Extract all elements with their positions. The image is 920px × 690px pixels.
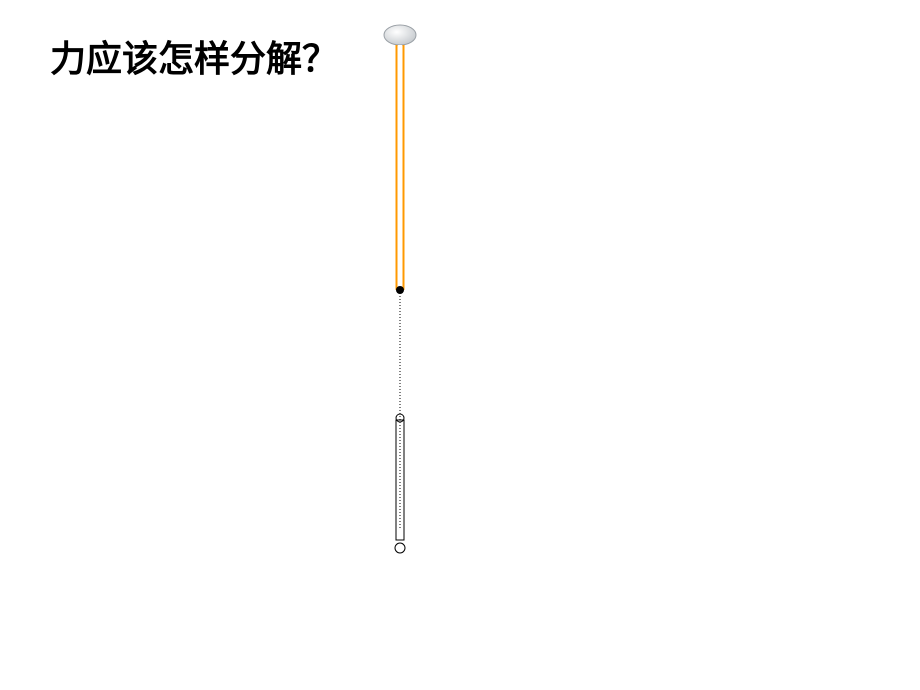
diagram-svg xyxy=(0,0,920,690)
diagram-root: 力应该怎样分解？ xyxy=(0,0,920,690)
